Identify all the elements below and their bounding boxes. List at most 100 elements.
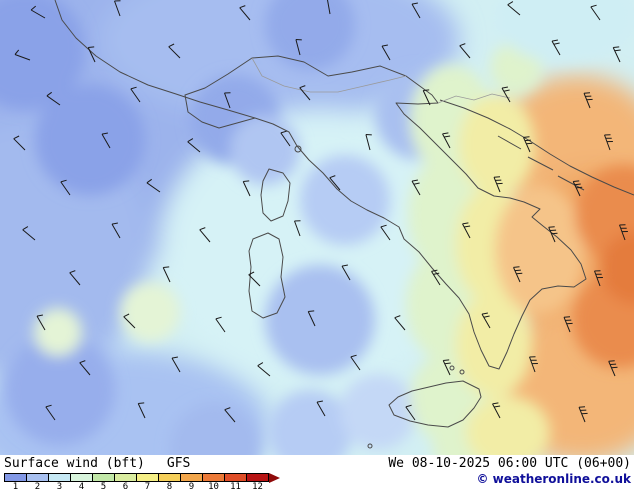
- wind-barb: [493, 176, 503, 193]
- wind-barb: [459, 43, 471, 59]
- wind-speed-shading-detail: [0, 0, 634, 455]
- wind-barb: [69, 270, 81, 286]
- wind-barb: [462, 222, 471, 239]
- legend-value: 2: [34, 482, 41, 490]
- wind-barb: [248, 271, 261, 287]
- wind-barb: [604, 134, 613, 151]
- wind-barb: [22, 226, 36, 241]
- legend-cell: 10: [202, 473, 225, 490]
- wind-barb: [242, 180, 251, 197]
- wind-barb: [101, 132, 111, 149]
- legend-color-swatch: [246, 473, 269, 482]
- wind-barb: [619, 224, 628, 241]
- map-footer: Surface wind (bft) GFS We 08-10-2025 06:…: [0, 455, 634, 490]
- legend-value: 8: [166, 482, 173, 490]
- wind-barb: [168, 43, 181, 59]
- wind-barb: [307, 310, 316, 327]
- wind-barb: [224, 407, 236, 423]
- island-aeolian-2: [459, 369, 465, 375]
- wind-scale-legend: 1 2 3 4 5 6 7 8 9 10 11 12: [4, 473, 280, 490]
- legend-value: 1: [12, 482, 19, 490]
- wind-barb: [60, 179, 71, 196]
- wind-barb: [79, 360, 91, 376]
- wind-barb: [551, 39, 561, 56]
- legend-color-swatch: [180, 473, 203, 482]
- coast-italy-mainland: [184, 55, 587, 370]
- legend-cell: 8: [158, 473, 181, 490]
- island-elba: [294, 145, 302, 153]
- legend-cell: 3: [48, 473, 71, 490]
- wind-barb: [548, 226, 558, 243]
- wind-barb: [492, 402, 501, 419]
- legend-color-swatch: [4, 473, 27, 482]
- map-canvas: [0, 0, 634, 455]
- legend-cell: 12: [246, 473, 269, 490]
- legend-value: 12: [252, 482, 263, 490]
- wind-barb: [394, 315, 406, 331]
- legend-color-swatch: [158, 473, 181, 482]
- legend-value: 4: [78, 482, 85, 490]
- legend-cell: 6: [114, 473, 137, 490]
- legend-value: 9: [188, 482, 195, 490]
- legend-cell: 11: [224, 473, 247, 490]
- wind-barb: [411, 179, 421, 196]
- wind-barb: [199, 227, 211, 243]
- wind-barb: [341, 264, 351, 281]
- wind-barb: [442, 359, 451, 376]
- wind-barb: [239, 5, 251, 21]
- wind-barb: [137, 402, 146, 419]
- wind-barb: [224, 92, 231, 109]
- weather-map: [0, 0, 634, 455]
- legend-value: 3: [56, 482, 63, 490]
- wind-barb: [87, 46, 96, 63]
- wind-barb: [30, 5, 46, 19]
- legend-arrow-icon: [269, 473, 280, 483]
- wind-barb: [46, 91, 61, 106]
- wind-barb: [513, 266, 523, 283]
- island-pantelleria: [367, 443, 373, 449]
- wind-barb: [295, 39, 302, 56]
- legend-color-swatch: [70, 473, 93, 482]
- wind-barb: [146, 178, 161, 193]
- wind-barb: [162, 266, 171, 283]
- wind-barb: [187, 138, 201, 153]
- legend-value: 10: [208, 482, 219, 490]
- legend-value: 11: [230, 482, 241, 490]
- wind-barb: [381, 44, 391, 61]
- wind-barb: [130, 86, 141, 103]
- legend-color-swatch: [136, 473, 159, 482]
- legend-color-swatch: [92, 473, 115, 482]
- legend-cell: 1: [4, 473, 27, 490]
- coast-corsica: [260, 168, 291, 222]
- wind-barb: [294, 220, 301, 237]
- parameter-label: Surface wind (bft): [4, 456, 145, 471]
- wind-barb: [257, 362, 271, 377]
- wind-barb: [608, 360, 618, 377]
- wind-barb: [171, 356, 181, 373]
- legend-cell: 9: [180, 473, 203, 490]
- wind-barb: [431, 269, 441, 286]
- legend-color-swatch: [114, 473, 137, 482]
- legend-color-swatch: [26, 473, 49, 482]
- wind-barb: [481, 312, 491, 329]
- wind-barb: [583, 92, 593, 109]
- wind-barb: [329, 175, 341, 191]
- wind-barb: [14, 49, 31, 61]
- footer-legend-row: 1 2 3 4 5 6 7 8 9 10 11 12 © weatheronline.co.uk: [4, 473, 631, 490]
- coast-sicily: [388, 380, 482, 428]
- wind-barb: [380, 224, 391, 241]
- wind-barb: [590, 4, 601, 21]
- parameter-group: Surface wind (bft) GFS: [4, 456, 190, 471]
- model-label: GFS: [166, 456, 191, 471]
- wind-barb: [405, 404, 416, 421]
- wind-barb: [365, 134, 372, 151]
- footer-title-row: Surface wind (bft) GFS We 08-10-2025 06:…: [4, 456, 631, 471]
- wind-barb: [316, 400, 326, 417]
- wind-barb: [350, 354, 361, 371]
- wind-barb: [594, 270, 603, 287]
- wind-barb: [572, 180, 583, 197]
- wind-barb: [507, 1, 521, 16]
- wind-barb: [123, 313, 136, 329]
- wind-barb: [327, 0, 331, 15]
